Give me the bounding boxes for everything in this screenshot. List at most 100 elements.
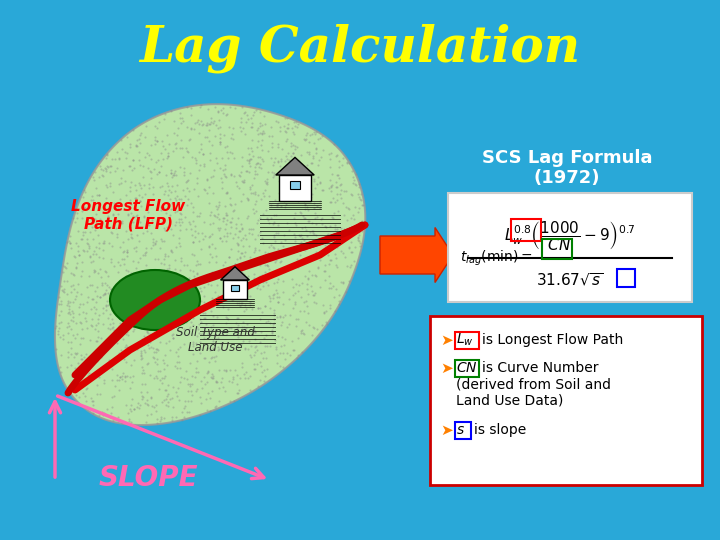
Point	[139, 213, 150, 221]
Point	[253, 304, 264, 313]
Point	[195, 140, 207, 149]
Point	[170, 348, 181, 356]
Point	[266, 168, 278, 177]
Point	[240, 294, 252, 302]
Point	[177, 186, 189, 194]
Point	[83, 354, 94, 363]
Point	[179, 403, 190, 412]
Point	[225, 218, 237, 226]
Point	[123, 415, 135, 423]
Point	[240, 130, 251, 138]
Point	[294, 208, 305, 217]
Point	[186, 397, 197, 406]
Point	[76, 206, 87, 215]
Point	[206, 267, 217, 276]
Point	[166, 168, 177, 177]
Point	[250, 246, 261, 254]
Point	[161, 208, 172, 217]
Point	[120, 154, 132, 163]
Point	[102, 272, 114, 280]
Point	[274, 161, 285, 170]
Point	[222, 324, 234, 333]
Point	[128, 325, 140, 334]
Point	[165, 292, 176, 301]
Point	[309, 288, 320, 297]
Point	[156, 148, 167, 157]
Point	[193, 129, 204, 137]
Point	[294, 231, 305, 240]
Point	[135, 202, 147, 211]
Point	[69, 252, 81, 261]
Point	[130, 340, 142, 349]
Point	[302, 289, 314, 298]
Point	[319, 260, 330, 269]
Point	[304, 239, 315, 247]
Point	[343, 159, 355, 168]
Point	[62, 319, 73, 328]
Point	[165, 107, 176, 116]
Point	[220, 318, 231, 327]
Point	[90, 352, 102, 361]
Point	[145, 168, 156, 177]
Point	[66, 338, 77, 347]
Point	[305, 192, 316, 201]
Point	[159, 267, 171, 276]
Point	[330, 183, 342, 191]
Point	[194, 103, 205, 112]
Text: ➤: ➤	[440, 333, 453, 348]
Point	[271, 312, 283, 321]
Point	[292, 123, 303, 131]
Point	[248, 247, 260, 256]
Point	[68, 285, 80, 293]
Point	[189, 222, 201, 231]
Point	[101, 193, 112, 202]
Point	[312, 263, 324, 272]
Point	[214, 140, 225, 149]
Point	[53, 310, 65, 319]
Point	[159, 250, 171, 259]
Point	[274, 348, 285, 357]
Point	[114, 321, 125, 330]
Point	[222, 110, 233, 119]
Point	[135, 129, 147, 138]
Point	[153, 117, 165, 126]
Point	[233, 293, 245, 302]
Point	[189, 232, 201, 241]
Point	[330, 240, 341, 249]
Point	[105, 162, 117, 171]
Point	[142, 276, 153, 285]
Point	[179, 284, 191, 293]
Point	[235, 248, 247, 257]
Point	[248, 111, 259, 119]
Point	[165, 225, 176, 233]
Point	[161, 295, 172, 303]
Point	[237, 152, 248, 161]
Point	[155, 258, 166, 267]
Point	[111, 230, 122, 238]
Point	[178, 413, 189, 422]
Point	[176, 144, 188, 152]
Point	[78, 202, 90, 211]
Point	[250, 365, 261, 374]
Point	[88, 295, 99, 303]
Point	[325, 284, 337, 292]
Point	[202, 279, 214, 288]
Point	[233, 266, 244, 275]
Point	[67, 330, 78, 339]
Point	[274, 123, 286, 131]
Point	[249, 170, 261, 178]
Point	[215, 377, 227, 386]
Point	[342, 204, 354, 212]
Point	[232, 333, 243, 342]
Point	[71, 391, 82, 400]
Point	[101, 167, 112, 176]
Point	[128, 356, 140, 364]
Point	[266, 328, 278, 336]
Point	[125, 315, 137, 323]
Point	[350, 242, 361, 251]
Point	[171, 143, 182, 152]
Point	[80, 316, 91, 325]
Point	[91, 321, 102, 329]
Point	[109, 382, 121, 390]
Point	[59, 263, 71, 272]
